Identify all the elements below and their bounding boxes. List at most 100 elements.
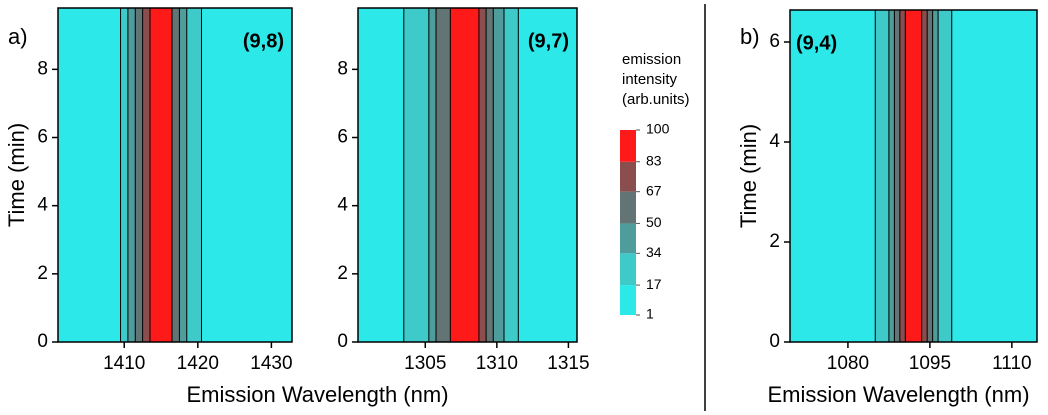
intensity-band bbox=[815, 10, 838, 342]
intensity-band bbox=[910, 10, 917, 342]
x-tick-label: 1305 bbox=[404, 353, 446, 374]
intensity-band bbox=[457, 8, 466, 342]
colorbar-label: 34 bbox=[646, 244, 662, 260]
intensity-band bbox=[883, 10, 890, 342]
x-tick-label: 1310 bbox=[476, 353, 518, 374]
x-tick-label: 1080 bbox=[827, 353, 869, 374]
intensity-band bbox=[94, 8, 111, 342]
annotation: (9,4) bbox=[796, 32, 837, 54]
intensity-band bbox=[888, 10, 895, 342]
intensity-band bbox=[899, 10, 906, 342]
intensity-band bbox=[486, 8, 494, 342]
intensity-band bbox=[450, 8, 458, 342]
colorbar-label: 83 bbox=[646, 152, 662, 168]
intensity-band bbox=[428, 8, 437, 342]
intensity-band bbox=[164, 8, 173, 342]
intensity-band bbox=[418, 8, 430, 342]
intensity-band bbox=[927, 10, 934, 342]
y-tick-label: 4 bbox=[769, 131, 780, 152]
intensity-band bbox=[921, 10, 928, 342]
y-axis-label: Time (min) bbox=[4, 123, 29, 227]
intensity-band bbox=[504, 8, 519, 342]
intensity-band bbox=[443, 8, 451, 342]
intensity-band bbox=[790, 10, 798, 342]
y-tick-label: 0 bbox=[769, 331, 780, 352]
intensity-band bbox=[951, 10, 969, 342]
colorbar-label: 1 bbox=[646, 306, 654, 322]
intensity-band bbox=[1029, 10, 1038, 342]
intensity-band bbox=[194, 8, 202, 342]
intensity-band bbox=[65, 8, 81, 342]
intensity-band bbox=[186, 8, 195, 342]
y-tick-label: 2 bbox=[337, 263, 348, 284]
intensity-band bbox=[968, 10, 991, 342]
intensity-band bbox=[216, 8, 228, 342]
intensity-band bbox=[58, 8, 66, 342]
x-tick-label: 1315 bbox=[547, 353, 589, 374]
x-axis-label: Emission Wavelength (nm) bbox=[767, 382, 1029, 407]
x-tick-label: 1410 bbox=[103, 353, 145, 374]
panel-label: b) bbox=[740, 24, 760, 49]
x-tick-label: 1110 bbox=[992, 353, 1031, 374]
intensity-band bbox=[518, 8, 534, 342]
y-tick-label: 2 bbox=[769, 231, 780, 252]
intensity-band bbox=[471, 8, 480, 342]
colorbar-step bbox=[620, 285, 636, 315]
intensity-band bbox=[149, 8, 158, 342]
x-tick-label: 1095 bbox=[909, 353, 951, 374]
y-tick-label: 6 bbox=[337, 127, 348, 148]
intensity-band bbox=[836, 10, 860, 342]
annotation: (9,8) bbox=[243, 30, 284, 52]
intensity-band bbox=[938, 10, 945, 342]
intensity-band bbox=[493, 8, 505, 342]
intensity-band bbox=[389, 8, 405, 342]
intensity-band bbox=[127, 8, 136, 342]
intensity-band bbox=[267, 8, 286, 342]
intensity-band bbox=[797, 10, 816, 342]
y-tick-label: 0 bbox=[337, 331, 348, 352]
intensity-band bbox=[208, 8, 217, 342]
colorbar-step bbox=[620, 223, 636, 254]
intensity-band bbox=[932, 10, 939, 342]
intensity-band bbox=[572, 8, 578, 342]
x-tick-label: 1430 bbox=[250, 353, 292, 374]
annotation: (9,7) bbox=[528, 30, 569, 52]
y-tick-label: 8 bbox=[337, 58, 348, 79]
intensity-band bbox=[436, 8, 444, 342]
plot-frame bbox=[357, 7, 578, 343]
intensity-band bbox=[464, 8, 473, 342]
colorbar-step bbox=[620, 130, 636, 162]
panel-label: a) bbox=[8, 24, 28, 49]
plot-frame bbox=[57, 7, 293, 343]
y-tick-label: 4 bbox=[337, 195, 348, 216]
y-tick-label: 6 bbox=[769, 31, 780, 52]
intensity-band bbox=[285, 8, 293, 342]
y-tick-label: 0 bbox=[37, 331, 48, 352]
intensity-band bbox=[363, 8, 376, 342]
intensity-band bbox=[179, 8, 188, 342]
intensity-band bbox=[245, 8, 269, 342]
intensity-band bbox=[546, 8, 562, 342]
intensity-band bbox=[172, 8, 180, 342]
intensity-band bbox=[894, 10, 901, 342]
colorbar-title: emission intensity (arb.units) bbox=[622, 51, 690, 108]
colorbar-step bbox=[620, 161, 636, 192]
intensity-band bbox=[1011, 10, 1031, 342]
x-axis-label: Emission Wavelength (nm) bbox=[186, 382, 448, 407]
intensity-band bbox=[403, 8, 419, 342]
intensity-band bbox=[916, 10, 923, 342]
intensity-band bbox=[478, 8, 487, 342]
y-tick-label: 8 bbox=[37, 58, 48, 79]
colorbar-step bbox=[620, 191, 636, 224]
plot-frame bbox=[789, 9, 1038, 343]
intensity-band bbox=[875, 10, 884, 342]
intensity-band bbox=[109, 8, 122, 342]
intensity-band bbox=[201, 8, 210, 342]
intensity-band bbox=[858, 10, 876, 342]
intensity-band bbox=[905, 10, 912, 342]
y-tick-label: 2 bbox=[37, 263, 48, 284]
intensity-band bbox=[227, 8, 247, 342]
y-axis-label: Time (min) bbox=[736, 124, 761, 228]
